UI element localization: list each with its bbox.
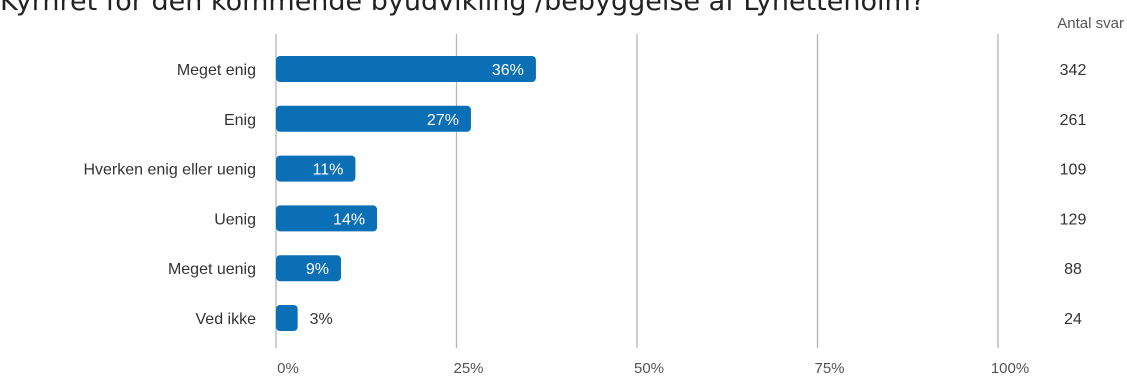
category-label: Ved ikke	[196, 311, 257, 328]
count-label: 24	[1064, 311, 1082, 328]
labels: 0% 25% 50% 75% 100% Meget enig 36% 342 Enig 27% 26…	[83, 62, 1086, 376]
bar	[276, 205, 378, 232]
category-label: Meget uenig	[168, 261, 256, 278]
gridlines	[275, 34, 999, 348]
count-label: 342	[1060, 62, 1087, 79]
count-column-header: Antal svar	[1057, 15, 1124, 32]
x-tick-label: 0%	[277, 360, 299, 376]
bar	[276, 155, 356, 182]
page-title: Kyrnret for den kommende byudvikling /be…	[0, 0, 926, 17]
data-label: 9%	[306, 261, 329, 278]
count-label: 109	[1060, 162, 1087, 179]
data-label: 14%	[333, 211, 365, 228]
data-label: 3%	[310, 311, 333, 328]
category-label: Enig	[224, 112, 256, 129]
x-tick-label: 75%	[814, 360, 844, 376]
bar	[276, 305, 298, 331]
data-label: 27%	[427, 112, 459, 129]
x-tick-label: 50%	[634, 360, 664, 376]
bar	[276, 56, 536, 82]
bars	[276, 56, 536, 331]
bar	[276, 255, 341, 282]
data-label: 36%	[492, 62, 524, 79]
category-label: Meget enig	[177, 62, 256, 79]
count-label: 129	[1060, 211, 1087, 228]
count-label: 88	[1064, 261, 1082, 278]
category-label: Uenig	[214, 211, 256, 228]
x-tick-label: 25%	[453, 360, 483, 376]
bar	[276, 105, 471, 132]
category-label: Hverken enig eller uenig	[83, 162, 256, 179]
data-label: 11%	[313, 162, 344, 179]
x-tick-label: 100%	[991, 360, 1029, 376]
count-label: 261	[1060, 112, 1087, 129]
